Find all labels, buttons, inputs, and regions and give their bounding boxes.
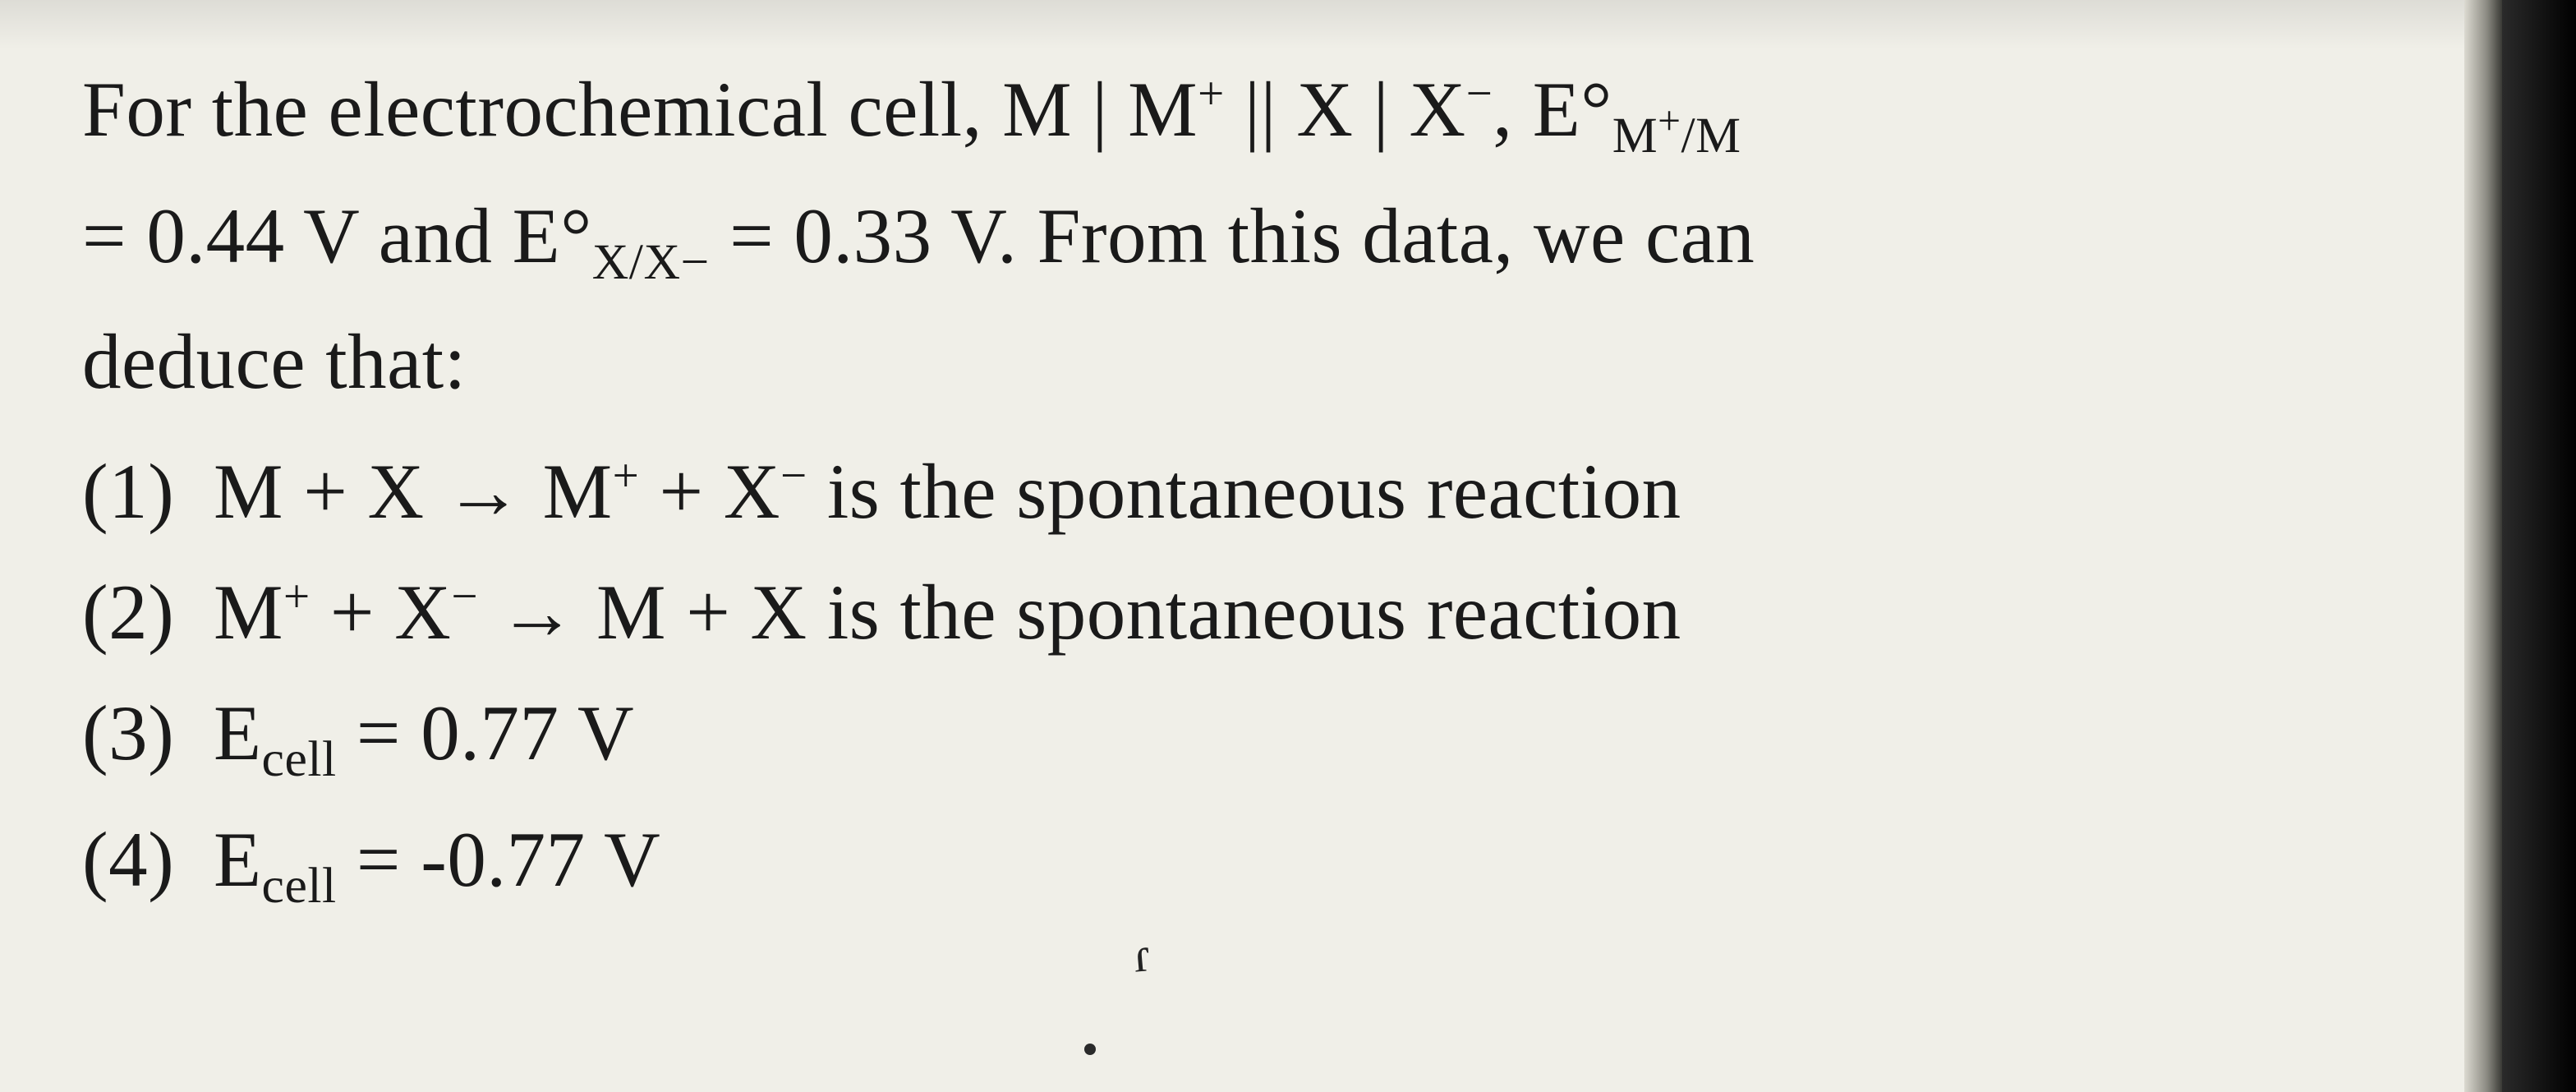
q-line1-sub-combo: M+/M	[1612, 108, 1741, 164]
q-line1-mid2: , E°	[1493, 66, 1612, 153]
vignette	[0, 0, 2464, 49]
opt2-mid: + X	[310, 569, 452, 656]
opt4-post: = -0.77 V	[337, 816, 661, 903]
opt2-sup1: +	[283, 570, 310, 622]
option-4: (4) Ecell = -0.77 V	[82, 799, 2366, 926]
q-line3: deduce that:	[82, 318, 467, 405]
q-sub-end: /M	[1681, 108, 1741, 164]
q-line1-mid1: || X | X	[1225, 66, 1466, 153]
opt3-sub: cell	[262, 731, 337, 787]
screen-bezel	[2502, 0, 2576, 1092]
opt3-pre: E	[214, 689, 262, 776]
option-1: (1) M + X → M+ + X− is the spontaneous r…	[82, 431, 2366, 552]
q-sub-sup: +	[1658, 98, 1681, 143]
q-line1-pre: For the electrochemical cell, M | M	[82, 66, 1198, 153]
stray-dot-icon	[1084, 1044, 1096, 1055]
option-4-text: Ecell = -0.77 V	[214, 799, 2366, 926]
opt3-post: = 0.77 V	[337, 689, 634, 776]
q-sub-base: M	[1612, 108, 1658, 164]
option-3: (3) Ecell = 0.77 V	[82, 673, 2366, 799]
opt4-pre: E	[214, 816, 262, 903]
q-line2-post: = 0.33 V. From this data, we can	[710, 192, 1755, 279]
stray-mark-icon: ɾ	[1131, 926, 1152, 984]
option-2: (2) M+ + X− → M + X is the spontaneous r…	[82, 552, 2366, 673]
question-page: For the electrochemical cell, M | M+ || …	[0, 0, 2464, 975]
opt4-sub: cell	[262, 858, 337, 914]
opt2-pre: M	[214, 569, 283, 656]
opt1-mid: + X	[639, 448, 780, 535]
q-line2-pre: = 0.44 V and E°	[82, 192, 592, 279]
page-shadow	[2464, 0, 2502, 1092]
opt1-post: is the spontaneous reaction	[807, 448, 1681, 535]
q-line1-sup2: −	[1466, 67, 1493, 119]
option-4-num: (4)	[82, 799, 214, 920]
opt1-sup1: +	[613, 449, 640, 501]
opt1-sup2: −	[780, 449, 807, 501]
opt2-post: → M + X is the spontaneous reaction	[478, 569, 1681, 656]
question-stem: For the electrochemical cell, M | M+ || …	[82, 49, 2366, 423]
options-list: (1) M + X → M+ + X− is the spontaneous r…	[82, 431, 2366, 926]
option-1-num: (1)	[82, 431, 214, 552]
opt2-sup2: −	[451, 570, 478, 622]
q-line2-sub: X/X−	[592, 234, 710, 290]
option-2-num: (2)	[82, 552, 214, 673]
option-3-text: Ecell = 0.77 V	[214, 673, 2366, 799]
option-3-num: (3)	[82, 673, 214, 794]
option-2-text: M+ + X− → M + X is the spontaneous react…	[214, 552, 2366, 673]
opt1-pre: M + X → M	[214, 448, 613, 535]
q-line1-sup1: +	[1198, 67, 1225, 119]
option-1-text: M + X → M+ + X− is the spontaneous react…	[214, 431, 2366, 552]
